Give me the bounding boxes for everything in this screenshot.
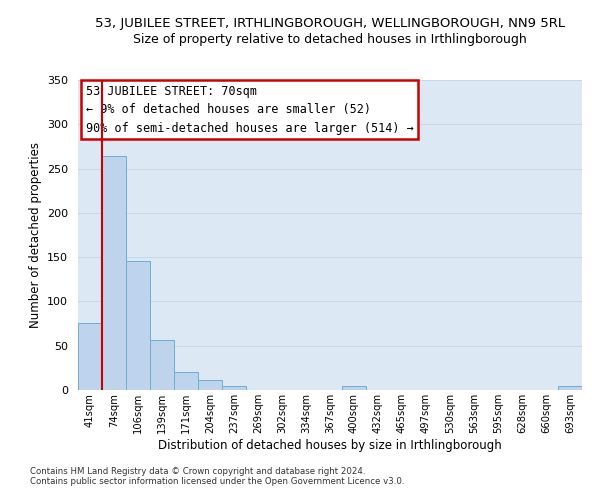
Text: Contains HM Land Registry data © Crown copyright and database right 2024.: Contains HM Land Registry data © Crown c… xyxy=(30,467,365,476)
Bar xyxy=(222,386,246,390)
Text: 53 JUBILEE STREET: 70sqm
← 9% of detached houses are smaller (52)
90% of semi-de: 53 JUBILEE STREET: 70sqm ← 9% of detache… xyxy=(86,84,413,134)
Text: Size of property relative to detached houses in Irthlingborough: Size of property relative to detached ho… xyxy=(133,32,527,46)
Bar xyxy=(78,322,102,390)
Text: Contains public sector information licensed under the Open Government Licence v3: Contains public sector information licen… xyxy=(30,477,404,486)
Bar xyxy=(174,372,198,390)
Bar xyxy=(558,386,582,390)
Bar xyxy=(198,380,222,390)
Y-axis label: Number of detached properties: Number of detached properties xyxy=(29,142,41,328)
Bar xyxy=(342,386,366,390)
Bar xyxy=(126,260,150,390)
X-axis label: Distribution of detached houses by size in Irthlingborough: Distribution of detached houses by size … xyxy=(158,438,502,452)
Bar xyxy=(102,156,126,390)
Bar xyxy=(150,340,174,390)
Text: 53, JUBILEE STREET, IRTHLINGBOROUGH, WELLINGBOROUGH, NN9 5RL: 53, JUBILEE STREET, IRTHLINGBOROUGH, WEL… xyxy=(95,18,565,30)
